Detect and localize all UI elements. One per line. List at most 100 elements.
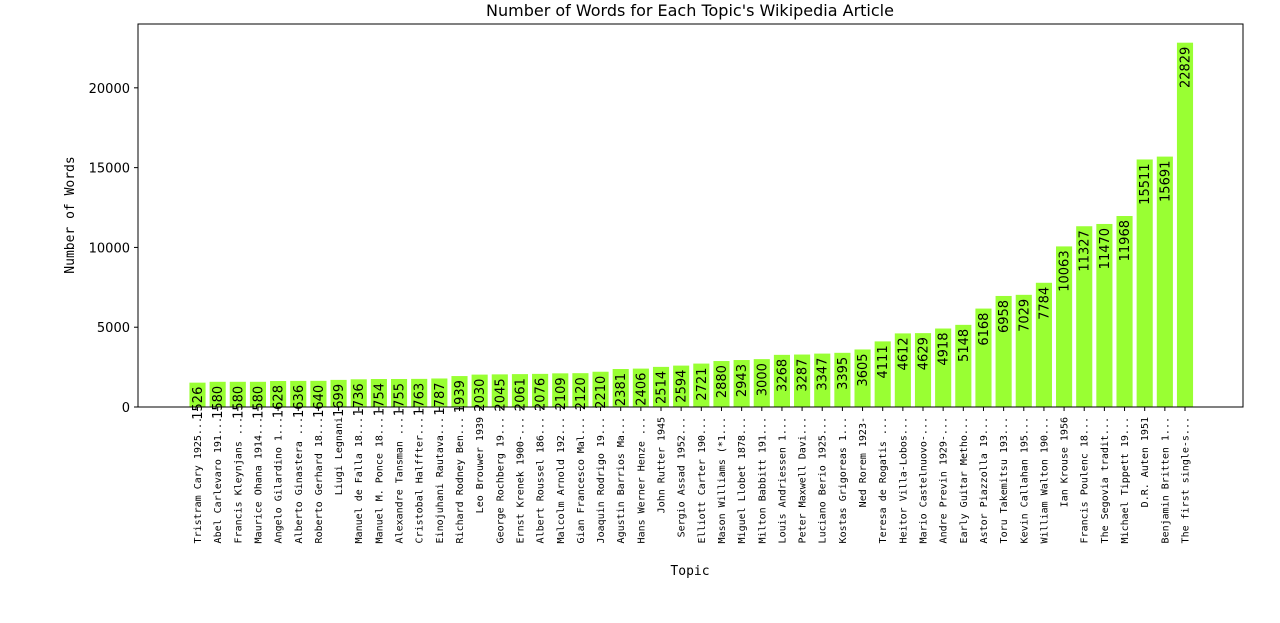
bar (1176, 42, 1194, 407)
bar (914, 333, 932, 407)
bar (411, 378, 428, 407)
bar (1096, 223, 1113, 407)
x-tick-label: Alberto Ginastera ... (294, 417, 305, 543)
bar (874, 341, 891, 407)
x-tick-label: Einojuhani Rautava... (435, 417, 446, 543)
x-tick-label: Roberto Gerhard 18... (314, 417, 325, 543)
x-tick-label: John Rutter 1945 (657, 417, 668, 513)
bar-value-label: 1580 (231, 386, 246, 419)
bar (572, 373, 589, 407)
x-tick-label: Elliott Carter 190... (697, 417, 708, 543)
x-tick-label: Agustin Barrios Ma... (616, 417, 627, 543)
x-tick-label: Sergio Assad 1952... (677, 417, 688, 537)
bar (532, 373, 549, 407)
bar-value-label: 1787 (433, 382, 448, 415)
bar-value-label: 4629 (917, 337, 932, 370)
bar-value-label: 2109 (554, 377, 569, 410)
x-tick-label: Maurice Ohana 1914... (253, 417, 264, 543)
bar (552, 373, 569, 407)
bar (673, 365, 690, 407)
x-tick-label: Michael Tippett 19... (1120, 417, 1131, 543)
x-tick-label: Astor Piazzolla 19... (979, 417, 990, 543)
bar-value-label: 2030 (473, 379, 488, 412)
bar (814, 353, 831, 407)
x-tick-label: Abel Carlevaro 191... (213, 417, 224, 543)
x-tick-label: Gian Francesco Mal... (576, 417, 587, 543)
bar (693, 363, 710, 407)
x-tick-label: Peter Maxwell Davi... (798, 417, 809, 543)
bar-value-label: 1580 (251, 386, 266, 419)
bar-value-label: 2594 (675, 370, 690, 403)
x-tick-label: Milton Babbitt 191... (757, 417, 768, 543)
bar (592, 371, 609, 407)
y-tick-label: 10000 (89, 241, 130, 256)
x-tick-label: Ian Krouse 1956 (1060, 417, 1071, 507)
bar (1015, 294, 1032, 407)
bar-value-label: 7029 (1017, 299, 1032, 332)
x-tick-label: George Rochberg 19... (495, 417, 506, 543)
y-tick-label: 20000 (89, 82, 130, 97)
x-tick-label: Alexandre Tansman ... (395, 417, 406, 543)
bar (189, 382, 206, 407)
bar-value-label: 2406 (634, 373, 649, 406)
x-tick-label: Early Guitar Metho... (959, 417, 970, 543)
bar (975, 308, 992, 407)
bar (652, 366, 670, 407)
x-tick-label: Luciano Berio 1925... (818, 417, 829, 543)
bar (894, 333, 911, 407)
bar (511, 374, 529, 407)
x-tick-label: Louis Andriessen 1... (777, 417, 788, 543)
bar-value-label: 3395 (836, 357, 851, 390)
bar (1136, 159, 1153, 407)
x-tick-label: Miguel Llobet 1878... (737, 417, 748, 543)
bar-value-label: 1939 (453, 380, 468, 413)
x-tick-label: Richard Rodney Ben... (455, 417, 466, 543)
bar (1076, 226, 1093, 407)
bar-value-label: 4612 (896, 337, 911, 370)
bar (290, 380, 307, 407)
bar-value-label: 2721 (695, 368, 710, 401)
bar (713, 361, 730, 407)
bar-value-label: 6958 (997, 300, 1012, 333)
bar-value-label: 10063 (1058, 250, 1073, 291)
x-tick-label: Andre Previn 1929-... (939, 417, 950, 543)
bar-value-label: 1580 (211, 386, 226, 419)
x-tick-label: Hans Werner Henze ... (636, 417, 647, 543)
bar-value-label: 1640 (312, 385, 327, 418)
bars-group (189, 42, 1194, 408)
bar-value-label: 2120 (574, 377, 589, 410)
bar (229, 381, 246, 407)
bar (632, 368, 649, 407)
bar-value-label: 2076 (534, 378, 549, 411)
bar-value-label: 22829 (1179, 47, 1194, 88)
x-tick-label: Tristram Cary 1925... (193, 417, 204, 543)
bar-value-label: 2880 (715, 365, 730, 398)
bar (431, 378, 448, 407)
bar (310, 380, 327, 407)
bar (491, 374, 508, 407)
bar-value-label: 6168 (977, 313, 992, 346)
bar (270, 381, 287, 407)
bar-value-label: 15511 (1138, 163, 1153, 204)
x-tick-label: Joaquin Rodrigo 19... (596, 417, 607, 543)
x-tick-label: Heitor Villa-Lobos... (898, 417, 909, 543)
bar-value-label: 1636 (292, 385, 307, 418)
bar (209, 381, 226, 407)
x-axis: Tristram Cary 1925... Abel Carlevaro 191.… (193, 407, 1192, 543)
x-tick-label: Ned Rorem 1923- (858, 417, 869, 507)
x-tick-label: Malcolm Arnold 192... (556, 417, 567, 543)
bar (249, 381, 267, 407)
plot-area-frame (137, 23, 1244, 408)
bar-value-label: 3287 (796, 359, 811, 392)
bar (753, 359, 770, 408)
x-tick-label: The Segovia tradit... (1100, 417, 1111, 543)
bar (995, 295, 1012, 407)
x-tick-label: D.R. Auten 1951 (1140, 417, 1151, 507)
x-tick-label: Manuel M. Ponce 18... (374, 417, 385, 543)
x-tick-label: Benjamin Britten 1... (1160, 417, 1171, 543)
chart-title: Number of Words for Each Topic's Wikiped… (486, 1, 894, 20)
bar-value-label: 3268 (775, 359, 790, 392)
bar-value-label: 11327 (1078, 230, 1093, 271)
y-axis: 0 5000 10000 15000 20000 (89, 82, 138, 416)
bar (390, 378, 408, 407)
